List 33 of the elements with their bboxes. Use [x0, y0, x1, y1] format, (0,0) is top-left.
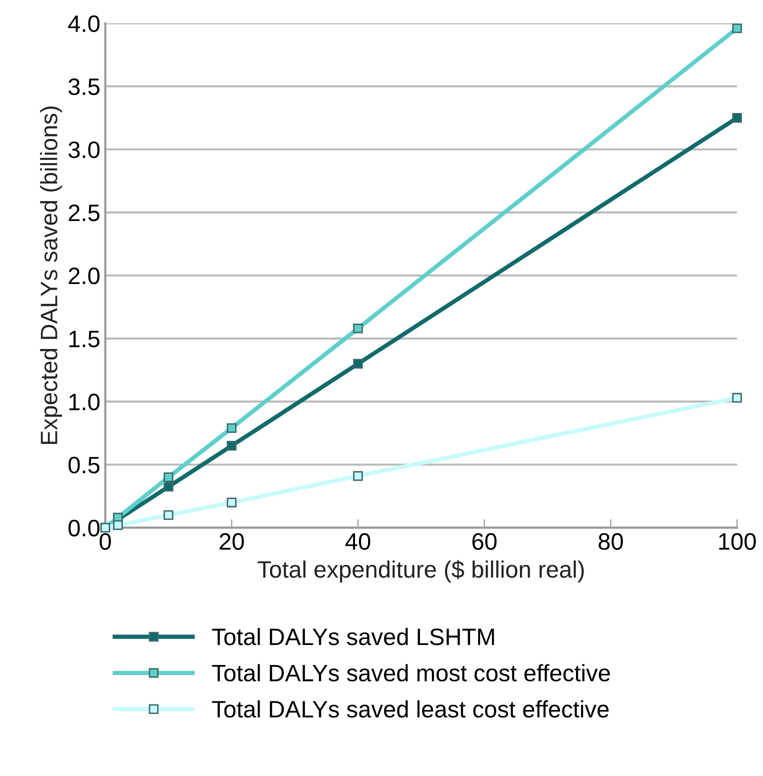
- y-tick-label: 3.5: [68, 78, 100, 96]
- point: [226, 440, 237, 451]
- y-tick-label: 0.0: [68, 520, 100, 536]
- legend-label: Total DALYs saved LSHTM: [212, 628, 494, 646]
- point: [732, 112, 742, 123]
- y-tick-label: 1.5: [69, 330, 100, 348]
- point: [113, 520, 123, 530]
- y-tick-label: 0.5: [68, 456, 100, 474]
- point: [353, 471, 363, 481]
- y-tick-label: 2.5: [68, 204, 100, 222]
- y-tick-label: 4.0: [68, 15, 100, 32]
- legend-label: Total DALYs saved least cost effective: [212, 700, 609, 718]
- x-tick-label: 60: [472, 533, 497, 550]
- x-tick-label: 40: [345, 533, 370, 550]
- x-tick-label: 100: [719, 533, 756, 550]
- point: [226, 423, 237, 433]
- point: [732, 392, 742, 403]
- y-tick-label: 1.0: [69, 394, 100, 410]
- point: [353, 324, 363, 334]
- point: [732, 23, 742, 34]
- y-axis-title: Expected DALYs saved (billions): [40, 106, 62, 444]
- y-tick-label: 2.0: [68, 268, 100, 284]
- point: [164, 472, 174, 482]
- y-tick-label: 3.0: [68, 141, 100, 158]
- point: [226, 498, 237, 508]
- point: [164, 510, 174, 520]
- x-axis-title: Total expenditure ($ billion real): [258, 560, 584, 582]
- point: [164, 482, 174, 492]
- x-tick-label: 20: [220, 533, 244, 550]
- point: [353, 358, 363, 369]
- x-tick-label: 0: [100, 533, 111, 550]
- legend-label: Total DALYs saved most cost effective: [212, 664, 610, 682]
- x-tick-label: 80: [598, 533, 623, 550]
